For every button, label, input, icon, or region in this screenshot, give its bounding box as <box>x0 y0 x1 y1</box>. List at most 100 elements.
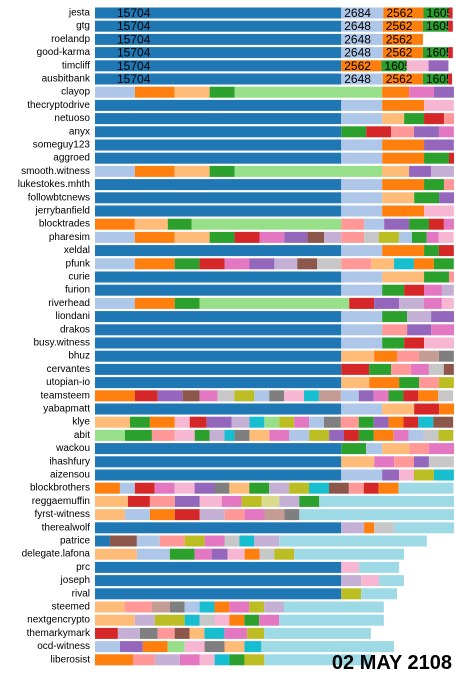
bar-segment <box>229 482 250 494</box>
bar-segment <box>95 627 118 639</box>
bar-segment <box>382 73 423 85</box>
bar-segment <box>224 641 245 653</box>
bar-segment <box>249 429 270 441</box>
bar-segment <box>261 641 395 653</box>
bar-segment <box>341 377 370 389</box>
bar-segment <box>95 284 342 296</box>
bar-segment <box>134 231 175 243</box>
bar-segment <box>438 245 454 257</box>
bar-segment <box>341 271 383 283</box>
bar-segment <box>358 429 374 441</box>
row-label: steemed <box>52 602 90 613</box>
row-label: therealwolf <box>42 522 91 533</box>
bar-segment <box>264 416 280 428</box>
bar-segment <box>341 60 382 72</box>
bar-segment <box>424 179 444 191</box>
bar-segment <box>341 575 362 587</box>
bar-segment <box>341 73 383 85</box>
bar-segment <box>95 179 342 191</box>
data-label: 1605 <box>426 46 453 60</box>
bar-segment <box>95 482 120 494</box>
bar-segment <box>95 33 342 45</box>
bar-segment <box>95 429 125 441</box>
bar-segment <box>441 284 454 296</box>
bar-segment <box>199 495 222 507</box>
bar-segment <box>117 627 140 639</box>
bar-segment <box>249 601 265 613</box>
bar-segment <box>134 258 175 270</box>
data-label: 2562 <box>386 32 413 46</box>
bar-segment <box>391 126 415 138</box>
bar-segment <box>408 429 424 441</box>
bar-segment <box>433 416 454 428</box>
bar-segment <box>374 297 400 309</box>
bar-segment <box>95 416 130 428</box>
bar-segment <box>184 601 200 613</box>
bar-segment <box>247 627 265 639</box>
bar-segment <box>433 469 454 481</box>
bar-segment <box>194 548 212 560</box>
bar-segment <box>431 165 454 177</box>
bar-segment <box>341 7 384 19</box>
row-label: furion <box>65 285 90 296</box>
bar-segment <box>209 231 235 243</box>
bar-segment <box>422 73 449 85</box>
bar-segment <box>151 429 175 441</box>
bar-segment <box>441 297 454 309</box>
bar-segment <box>409 218 430 230</box>
row-label: bhuz <box>68 351 90 362</box>
bar-segment <box>264 654 371 666</box>
row-label: yabapmatt <box>43 404 90 415</box>
bar-segment <box>174 258 200 270</box>
bar-segment <box>407 324 432 336</box>
bar-segment <box>363 482 379 494</box>
bar-segment <box>394 456 415 468</box>
bar-segment <box>399 469 415 481</box>
bar-segment <box>341 456 375 468</box>
data-label: 2562 <box>344 59 371 73</box>
bar-segment <box>341 522 365 534</box>
bar-segment <box>214 654 230 666</box>
bar-segment <box>151 601 170 613</box>
bar-segment <box>279 614 384 626</box>
bar-segment <box>284 231 308 243</box>
bar-segment <box>269 390 285 402</box>
bar-segment <box>438 377 454 389</box>
bar-segment <box>382 469 400 481</box>
bar-segment <box>378 231 399 243</box>
bar-segment <box>394 522 454 534</box>
bar-segment <box>428 60 449 72</box>
bar-segment <box>214 601 230 613</box>
bar-segment <box>95 614 135 626</box>
bar-segment <box>341 363 370 375</box>
bar-segment <box>361 588 398 600</box>
bar-segment <box>134 482 155 494</box>
bar-segment <box>224 627 248 639</box>
bar-segment <box>341 218 365 230</box>
bar-segment <box>95 60 342 72</box>
data-label: 2562 <box>386 6 413 20</box>
bar-segment <box>134 86 175 98</box>
bar-segment <box>341 469 383 481</box>
bar-segment <box>307 231 325 243</box>
data-label: 1605 <box>426 72 453 86</box>
bar-segment <box>95 324 342 336</box>
date-annotation: 02 MAY 2108 <box>332 652 452 674</box>
row-label: ihashfury <box>49 456 90 467</box>
bar-segment <box>204 535 225 547</box>
bar-segment <box>95 231 135 243</box>
bar-segment <box>132 654 155 666</box>
bar-segment <box>429 218 444 230</box>
bar-segment <box>299 509 454 521</box>
bar-segment <box>204 641 225 653</box>
bar-segment <box>382 33 423 45</box>
bar-segment <box>318 390 341 402</box>
bar-segment <box>95 7 342 19</box>
bar-segment <box>241 495 262 507</box>
bar-segment <box>382 205 425 217</box>
bar-segment <box>358 390 374 402</box>
bar-segment <box>209 86 235 98</box>
bar-segment <box>388 416 404 428</box>
row-label: klye <box>72 417 90 428</box>
bar-segment <box>418 390 439 402</box>
